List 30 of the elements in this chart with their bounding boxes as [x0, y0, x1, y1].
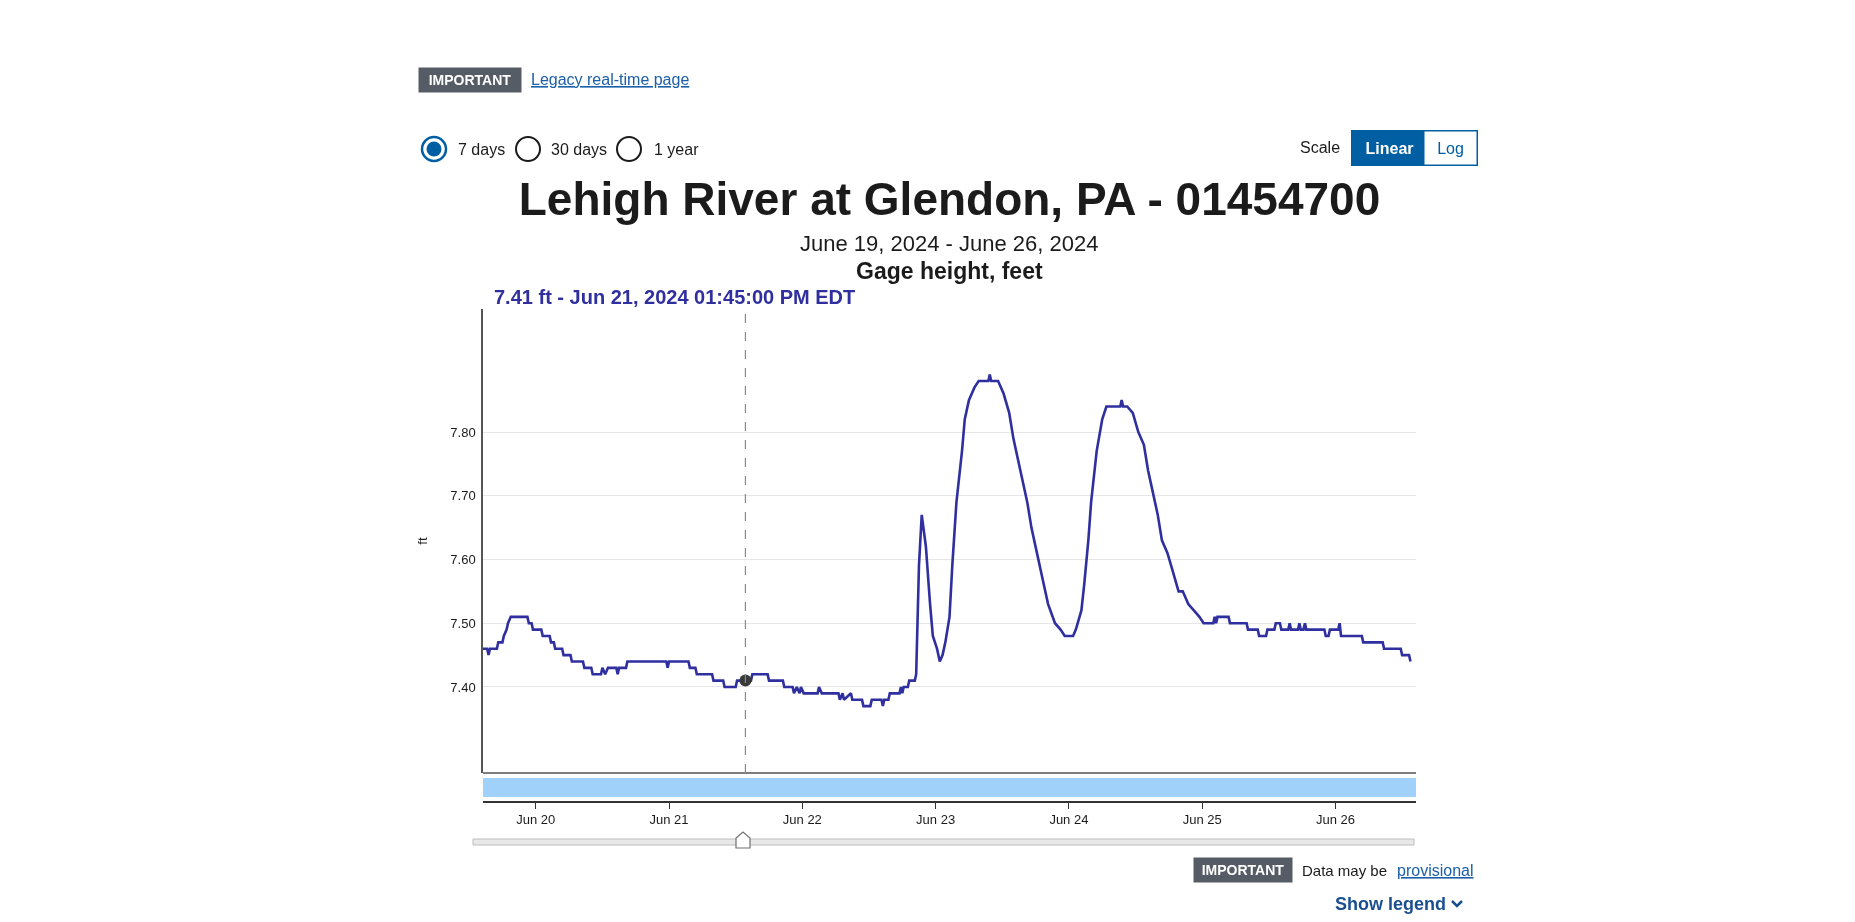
x-tick-label: Jun 25: [1182, 812, 1222, 828]
chart-subtitle: June 19, 2024 - June 26, 2024: [800, 231, 1099, 256]
y-tick-label: 7.40: [450, 679, 476, 695]
text: 7.41 ft - Jun 21, 2024 01:45:00 PM EDT: [494, 286, 856, 308]
line-series: [483, 373, 1412, 708]
y-tick-label: 7.60: [450, 552, 476, 568]
text: provisional: [1397, 862, 1474, 879]
text: Data may be: [1302, 862, 1388, 879]
text: Scale: [1300, 139, 1341, 156]
x-tick-label: Jun 24: [1049, 812, 1089, 828]
y-tick-label: 7.70: [450, 488, 476, 504]
text: 1 year: [654, 141, 700, 158]
text: IMPORTANT: [1201, 862, 1285, 878]
x-tick-label: Jun 22: [782, 812, 822, 828]
x-tick-label: Jun 20: [516, 812, 556, 828]
chart-title: Lehigh River at Glendon, PA - 01454700: [518, 173, 1381, 226]
text: Log: [1437, 139, 1464, 157]
y-tick-label: 7.50: [450, 615, 476, 631]
y-tick-label: 7.80: [450, 424, 476, 440]
text: Show legend: [1335, 894, 1447, 914]
x-tick-label: Jun 23: [916, 812, 956, 828]
text: Gage height, feet: [856, 258, 1043, 284]
text: Legacy real-time page: [531, 71, 690, 88]
x-tick-label: Jun 26: [1315, 812, 1355, 828]
text: 7 days: [458, 141, 506, 158]
x-tick-label: Jun 21: [649, 812, 689, 828]
text: IMPORTANT: [428, 72, 512, 88]
text: 30 days: [551, 141, 608, 158]
text: Linear: [1365, 139, 1414, 157]
y-axis-title: ft: [414, 537, 430, 545]
